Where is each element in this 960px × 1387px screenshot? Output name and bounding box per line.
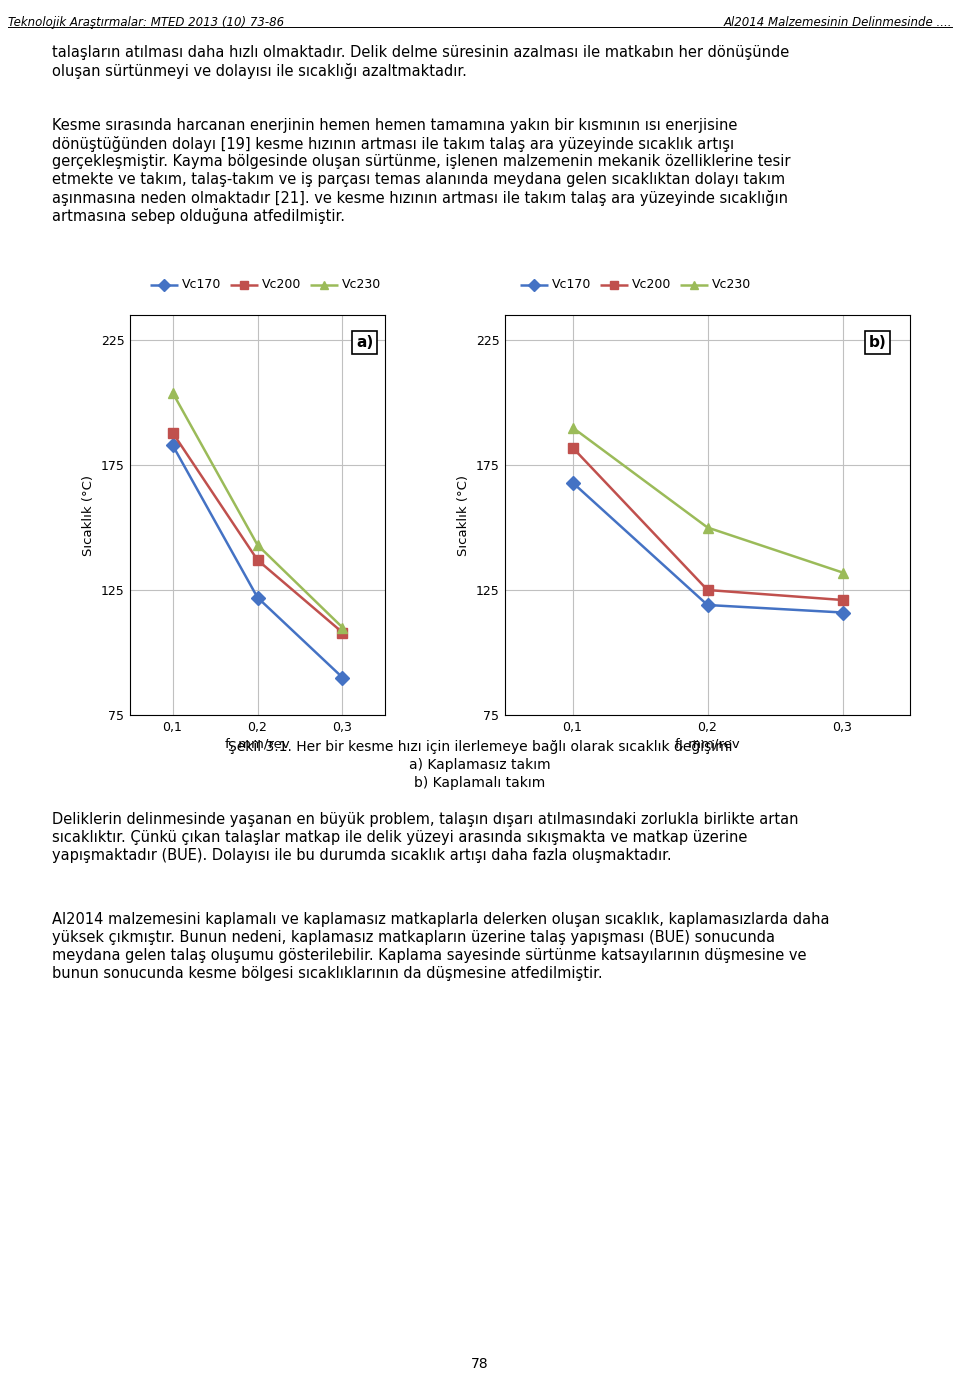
Y-axis label: Sıcaklık (°C): Sıcaklık (°C) [457, 474, 470, 556]
Text: meydana gelen talaş oluşumu gösterilebilir. Kaplama sayesinde sürtünme katsayıla: meydana gelen talaş oluşumu gösterilebil… [52, 947, 806, 963]
Text: oluşan sürtünmeyi ve dolayısı ile sıcaklığı azaltmaktadır.: oluşan sürtünmeyi ve dolayısı ile sıcakl… [52, 62, 467, 79]
Text: Vc230: Vc230 [342, 279, 381, 291]
Text: dönüştüğünden dolayı [19] kesme hızının artması ile takım talaş ara yüzeyinde sı: dönüştüğünden dolayı [19] kesme hızının … [52, 136, 734, 153]
Text: yapışmaktadır (BUE). Dolayısı ile bu durumda sıcaklık artışı daha fazla oluşmakt: yapışmaktadır (BUE). Dolayısı ile bu dur… [52, 847, 672, 863]
Text: Vc230: Vc230 [712, 279, 752, 291]
Text: Vc200: Vc200 [262, 279, 301, 291]
Text: Vc170: Vc170 [552, 279, 591, 291]
Text: Al2014 malzemesini kaplamalı ve kaplamasız matkaplarla delerken oluşan sıcaklık,: Al2014 malzemesini kaplamalı ve kaplamas… [52, 913, 829, 927]
Text: sıcaklıktır. Çünkü çıkan talaşlar matkap ile delik yüzeyi arasında sıkışmakta ve: sıcaklıktır. Çünkü çıkan talaşlar matkap… [52, 829, 748, 845]
Text: Kesme sırasında harcanan enerjinin hemen hemen tamamına yakın bir kısmının ısı e: Kesme sırasında harcanan enerjinin hemen… [52, 118, 737, 133]
Text: Vc170: Vc170 [182, 279, 222, 291]
Text: a): a) [356, 336, 373, 350]
Text: Teknolojik Araştırmalar: MTED 2013 (10) 73-86: Teknolojik Araştırmalar: MTED 2013 (10) … [8, 17, 284, 29]
Text: yüksek çıkmıştır. Bunun nedeni, kaplamasız matkapların üzerine talaş yapışması (: yüksek çıkmıştır. Bunun nedeni, kaplamas… [52, 931, 775, 945]
Text: gerçekleşmiştir. Kayma bölgesinde oluşan sürtünme, işlenen malzemenin mekanik öz: gerçekleşmiştir. Kayma bölgesinde oluşan… [52, 154, 790, 169]
Text: artmasına sebep olduğuna atfedilmiştir.: artmasına sebep olduğuna atfedilmiştir. [52, 208, 345, 223]
Text: Şekil 3.1. Her bir kesme hızı için ilerlemeye bağlı olarak sıcaklık değişimi: Şekil 3.1. Her bir kesme hızı için ilerl… [228, 741, 732, 755]
Text: Deliklerin delinmesinde yaşanan en büyük problem, talaşın dışarı atılmasındaki z: Deliklerin delinmesinde yaşanan en büyük… [52, 811, 799, 827]
Y-axis label: Sıcaklık (°C): Sıcaklık (°C) [82, 474, 95, 556]
Text: Vc200: Vc200 [632, 279, 671, 291]
X-axis label: f, mm/rev: f, mm/rev [226, 738, 290, 750]
Text: b): b) [869, 336, 886, 350]
Text: a) Kaplamasız takım: a) Kaplamasız takım [409, 759, 551, 773]
X-axis label: f, mm/rev: f, mm/rev [675, 738, 740, 750]
Text: Al2014 Malzemesinin Delinmesinde ....: Al2014 Malzemesinin Delinmesinde .... [724, 17, 952, 29]
Text: b) Kaplamalı takım: b) Kaplamalı takım [415, 775, 545, 791]
Text: talaşların atılması daha hızlı olmaktadır. Delik delme süresinin azalması ile ma: talaşların atılması daha hızlı olmaktadı… [52, 44, 789, 60]
Text: etmekte ve takım, talaş-takım ve iş parçası temas alanında meydana gelen sıcaklı: etmekte ve takım, talaş-takım ve iş parç… [52, 172, 785, 187]
Text: aşınmasına neden olmaktadır [21]. ve kesme hızının artması ile takım talaş ara y: aşınmasına neden olmaktadır [21]. ve kes… [52, 190, 788, 207]
Text: 78: 78 [471, 1356, 489, 1370]
Text: bunun sonucunda kesme bölgesi sıcaklıklarının da düşmesine atfedilmiştir.: bunun sonucunda kesme bölgesi sıcaklıkla… [52, 965, 603, 981]
